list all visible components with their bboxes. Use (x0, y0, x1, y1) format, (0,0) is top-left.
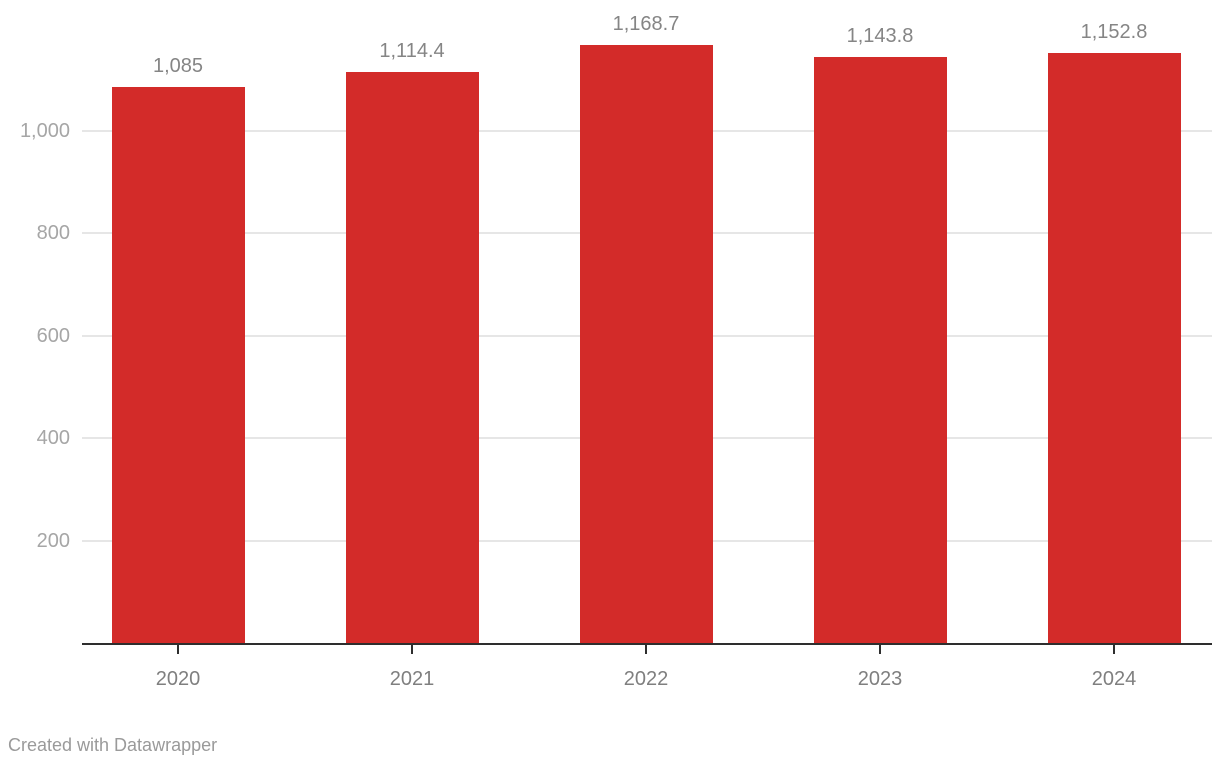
value-label-2024: 1,152.8 (1080, 20, 1148, 43)
category-label-2023: 2023 (857, 668, 903, 690)
x-axis-tick (879, 645, 881, 654)
category-label-2020: 2020 (155, 668, 201, 690)
value-label-2021: 1,114.4 (379, 40, 445, 63)
plot-area: 1,085 1,114.4 1,168.7 1,143.8 1,152.8 (82, 0, 1212, 645)
y-axis-tick-label: 400 (36, 427, 70, 450)
bar-2022[interactable] (579, 44, 713, 643)
datawrapper-attribution: Created with Datawrapper (8, 735, 218, 755)
y-axis-tick-label: 800 (36, 222, 70, 245)
x-axis-tick (411, 645, 413, 654)
bar-2021[interactable] (345, 72, 479, 643)
category-label-2021: 2021 (389, 668, 435, 690)
x-axis-tick (1113, 645, 1115, 654)
x-axis-tick (177, 645, 179, 654)
y-axis-tick-label: 200 (36, 529, 70, 552)
y-axis-tick-label: 1,000 (19, 120, 70, 142)
bar-2020[interactable] (111, 87, 245, 643)
value-label-2023: 1,143.8 (846, 25, 914, 48)
y-axis-tick-label: 600 (36, 324, 70, 347)
category-label-2024: 2024 (1091, 668, 1137, 690)
x-axis-tick (645, 645, 647, 654)
value-label-2022: 1,168.7 (612, 12, 680, 35)
value-label-2020: 1,085 (152, 55, 204, 78)
bar-2024[interactable] (1047, 52, 1181, 643)
category-label-2022: 2022 (623, 668, 669, 690)
bar-2023[interactable] (813, 57, 947, 643)
